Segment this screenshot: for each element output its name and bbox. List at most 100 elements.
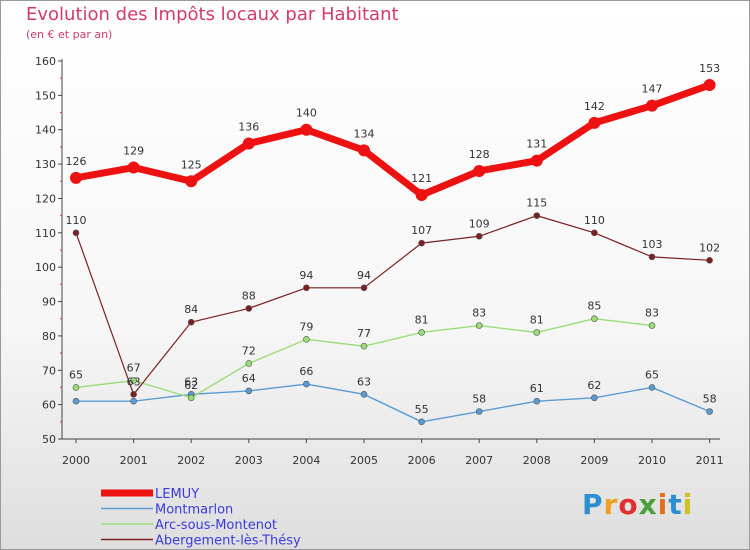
data-label: 61 [530, 382, 544, 395]
data-label: 110 [584, 214, 605, 227]
data-label: 121 [411, 172, 432, 185]
x-tick-label: 2009 [580, 454, 608, 467]
x-tick-label: 2001 [120, 454, 148, 467]
logo-letter: i [657, 488, 669, 521]
data-label: 125 [181, 158, 202, 171]
data-point [703, 79, 716, 92]
data-point [418, 239, 425, 247]
data-point [415, 189, 428, 202]
data-point [303, 380, 310, 388]
x-tick-label: 2002 [177, 454, 205, 467]
data-label: 81 [530, 313, 544, 326]
y-tick-label: 160 [35, 55, 56, 68]
data-label: 129 [123, 145, 144, 158]
data-label: 85 [587, 300, 601, 313]
data-label: 64 [242, 372, 256, 385]
legend-label: LEMUY [155, 487, 199, 502]
data-point [72, 384, 80, 391]
data-point [360, 342, 368, 350]
data-point [533, 397, 541, 405]
x-tick-label: 2006 [408, 454, 436, 467]
data-point [360, 391, 368, 398]
data-point [130, 377, 137, 384]
data-point [646, 99, 658, 112]
data-point [70, 171, 82, 184]
data-label: 58 [703, 393, 717, 406]
data-label: 62 [184, 379, 198, 392]
data-label: 136 [238, 120, 259, 133]
data-label: 109 [469, 217, 490, 230]
data-point [591, 315, 598, 323]
logo-letter: r [603, 488, 619, 521]
y-tick-label: 70 [42, 364, 56, 377]
data-label: 84 [184, 303, 198, 316]
data-point [360, 284, 368, 292]
legend-label: Arc-sous-Montenot [155, 518, 277, 533]
data-point [187, 394, 195, 402]
axes: 50 60 70 80 90 100 110 120 130 140 150 160 2000 2001 2… [35, 55, 724, 467]
data-label: 63 [127, 375, 141, 388]
data-point [303, 284, 310, 292]
data-label: 67 [127, 362, 141, 375]
data-label: 83 [472, 307, 486, 320]
data-point [706, 408, 713, 415]
data-label: 79 [299, 320, 313, 333]
data-point [242, 137, 255, 150]
data-label: 55 [415, 403, 429, 416]
data-point [185, 175, 198, 188]
data-label: 153 [699, 62, 720, 75]
data-label: 134 [354, 127, 375, 140]
y-tick-label: 100 [35, 261, 56, 274]
data-point [127, 161, 140, 174]
data-label: 83 [645, 307, 659, 320]
data-label: 63 [357, 375, 371, 388]
logo-letter: x [638, 488, 658, 521]
x-tick-label: 2003 [235, 454, 263, 467]
data-label: 126 [66, 155, 87, 168]
data-point [591, 394, 598, 402]
data-point [533, 212, 541, 219]
legend-label: Abergement-lès-Thésy [155, 534, 301, 549]
data-label: 88 [242, 289, 256, 302]
y-tick-label: 90 [42, 296, 56, 309]
data-point [530, 154, 543, 167]
data-label: 102 [699, 241, 720, 254]
data-label: 140 [296, 107, 317, 120]
data-point [588, 116, 601, 129]
data-label: 62 [587, 379, 601, 392]
data-point [475, 232, 483, 240]
data-point [418, 418, 425, 426]
y-tick-label: 120 [35, 192, 56, 205]
data-label: 77 [357, 327, 371, 340]
data-point [648, 253, 656, 261]
data-label: 128 [469, 148, 490, 161]
x-tick-label: 2010 [638, 454, 666, 467]
legend-label: Montmarlon [155, 503, 233, 518]
data-point [300, 123, 313, 136]
data-point [358, 144, 370, 157]
data-label: 103 [642, 238, 663, 251]
data-label: 107 [411, 224, 432, 237]
series-line [75, 215, 711, 395]
data-point [245, 360, 253, 367]
data-point [187, 318, 195, 326]
data-point [245, 305, 253, 312]
data-point [473, 164, 486, 177]
proxiti-logo: Proxiti [582, 488, 693, 521]
chart-subtitle: (en € et par an) [26, 28, 113, 41]
data-point [245, 387, 253, 395]
data-point [475, 322, 483, 329]
data-point [72, 397, 80, 405]
series-line [75, 383, 711, 423]
data-point [130, 391, 137, 398]
x-tick-label: 2004 [292, 454, 320, 467]
data-point [533, 329, 541, 336]
logo-letter: P [582, 488, 604, 521]
data-label: 94 [357, 269, 371, 282]
data-point [591, 229, 598, 237]
logo-letter: t [668, 488, 683, 521]
data-label: 81 [415, 313, 429, 326]
data-label: 131 [526, 138, 547, 151]
